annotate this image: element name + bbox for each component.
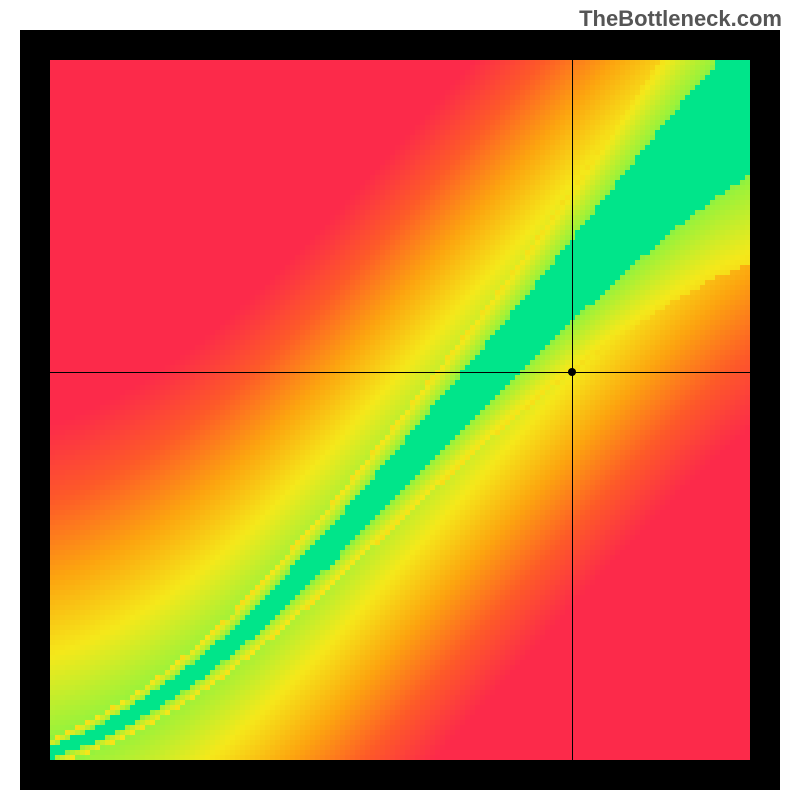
crosshair-vertical bbox=[572, 60, 573, 760]
chart-container: TheBottleneck.com bbox=[0, 0, 800, 800]
crosshair-marker bbox=[568, 368, 576, 376]
plot-outer-frame bbox=[20, 30, 780, 790]
watermark-label: TheBottleneck.com bbox=[579, 6, 782, 32]
crosshair-horizontal bbox=[50, 372, 750, 373]
heatmap-canvas bbox=[50, 60, 750, 760]
